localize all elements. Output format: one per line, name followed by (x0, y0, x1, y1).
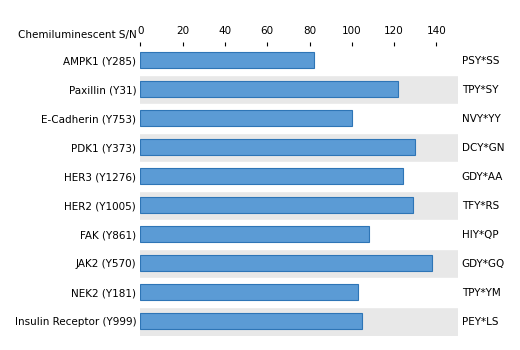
Bar (140, 46, 458, 75)
Bar (140, 162, 458, 191)
Bar (140, 133, 458, 162)
Bar (140, 314, 362, 329)
Text: Chemiluminescent S/N: Chemiluminescent S/N (19, 30, 137, 40)
Bar (140, 249, 458, 278)
Bar (140, 285, 358, 300)
Bar (140, 197, 413, 213)
Bar (140, 307, 458, 336)
Bar (140, 220, 458, 249)
Bar (140, 52, 314, 68)
Bar (140, 168, 402, 184)
Bar (140, 226, 369, 242)
Bar (140, 256, 432, 271)
Bar (140, 104, 458, 133)
Bar (140, 278, 458, 307)
Bar (140, 75, 458, 104)
Bar (140, 110, 352, 126)
Bar (140, 191, 458, 220)
Bar (140, 139, 415, 155)
Bar (140, 81, 398, 97)
